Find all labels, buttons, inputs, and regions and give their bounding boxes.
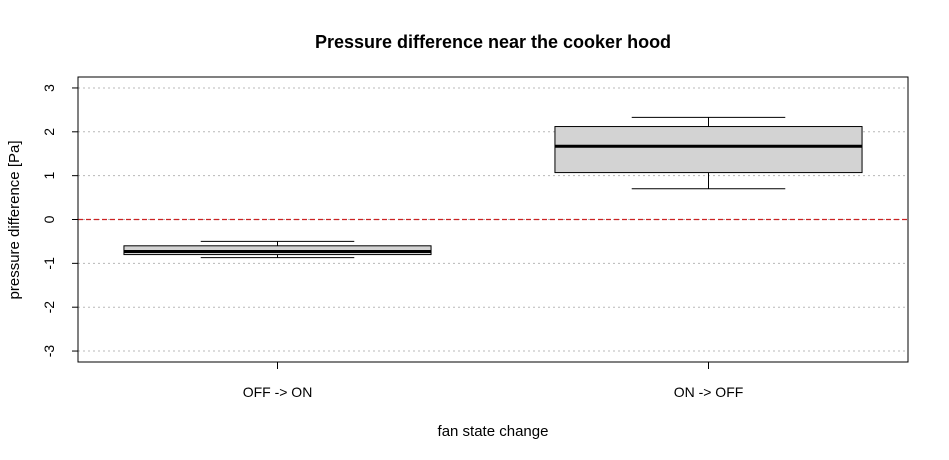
y-axis-label: pressure difference [Pa]: [6, 141, 23, 300]
chart-title: Pressure difference near the cooker hood: [315, 32, 671, 52]
x-axis-label: fan state change: [438, 423, 549, 440]
y-axis: -3 -2 -1 0 1 2 3: [41, 84, 78, 357]
iqr-box: [554, 126, 863, 174]
y-tick-label: 1: [41, 172, 57, 180]
box-2: [554, 116, 863, 190]
box-1: [123, 240, 432, 259]
y-tick-label: -3: [41, 345, 57, 358]
y-tick-label: 2: [41, 128, 57, 136]
y-tick-label: -1: [41, 257, 57, 270]
x-tick-label: ON -> OFF: [674, 384, 744, 400]
x-axis: OFF -> ON ON -> OFF: [243, 362, 744, 400]
boxes: [123, 116, 863, 259]
x-tick-label: OFF -> ON: [243, 384, 313, 400]
y-tick-label: -2: [41, 301, 57, 314]
y-tick-label: 3: [41, 84, 57, 92]
y-tick-label: 0: [41, 215, 57, 223]
